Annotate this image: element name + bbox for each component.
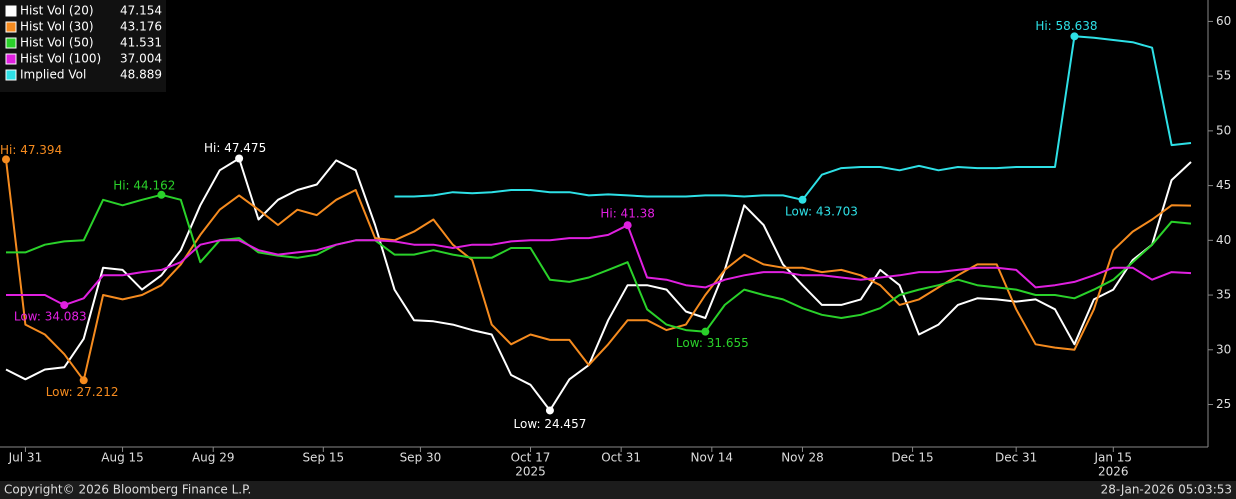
legend-swatch — [5, 5, 17, 17]
series-line — [5, 157, 1192, 412]
x-tick-label: Dec 15 — [891, 451, 933, 465]
legend-value: 37.004 — [120, 52, 162, 66]
legend-value: 47.154 — [120, 4, 162, 18]
annotation-marker — [157, 190, 166, 199]
x-tick-label: Jan 15 — [1093, 451, 1132, 465]
footer-copyright: Copyright© 2026 Bloomberg Finance L.P. — [4, 483, 251, 497]
x-tick-label: Nov 14 — [691, 451, 734, 465]
x-tick-label: Aug 29 — [192, 451, 235, 465]
annotation-label: Hi: 47.394 — [0, 143, 62, 157]
annotation-marker — [60, 301, 69, 310]
annotation-label: Low: 43.703 — [785, 204, 858, 218]
legend-value: 43.176 — [120, 20, 162, 34]
annotation-marker — [798, 195, 807, 204]
x-year-label: 2026 — [1098, 465, 1129, 479]
x-year-label: 2025 — [515, 465, 546, 479]
annotation-marker — [701, 327, 710, 336]
annotation-marker — [545, 406, 554, 415]
y-tick-label: 55 — [1216, 69, 1231, 83]
x-tick-label: Nov 28 — [781, 451, 824, 465]
x-tick-label: Aug 15 — [101, 451, 144, 465]
footer-timestamp: 28-Jan-2026 05:03:53 — [1101, 483, 1232, 497]
annotation-label: Hi: 44.162 — [113, 178, 175, 192]
annotation-label: Low: 31.655 — [676, 336, 749, 350]
annotation-marker — [1070, 32, 1079, 41]
x-tick-label: Dec 31 — [995, 451, 1037, 465]
series-line — [394, 35, 1192, 201]
annotation-label: Hi: 58.638 — [1035, 19, 1097, 33]
legend-label: Hist Vol (20) — [20, 4, 94, 18]
annotation-label: Low: 24.457 — [514, 417, 587, 431]
legend-swatch — [5, 53, 17, 65]
series-line — [5, 159, 1192, 382]
y-tick-label: 60 — [1216, 14, 1231, 28]
x-tick-label: Sep 30 — [400, 451, 442, 465]
legend-swatch — [5, 37, 17, 49]
series-line — [6, 193, 1192, 333]
legend-label: Implied Vol — [20, 68, 86, 82]
legend-label: Hist Vol (50) — [20, 36, 94, 50]
legend-value: 48.889 — [120, 68, 162, 82]
legend-value: 41.531 — [120, 36, 162, 50]
annotation-marker — [79, 376, 88, 385]
legend-box — [0, 0, 166, 92]
legend-swatch — [5, 21, 17, 33]
legend-label: Hist Vol (30) — [20, 20, 94, 34]
series-line — [6, 224, 1192, 307]
annotation-marker — [2, 155, 10, 164]
annotation-label: Low: 27.212 — [46, 385, 119, 399]
annotation-label: Low: 34.083 — [14, 310, 87, 324]
annotation-marker — [623, 221, 632, 230]
y-tick-label: 50 — [1216, 123, 1231, 137]
x-tick-label: Jul 31 — [8, 451, 43, 465]
x-tick-label: Oct 31 — [601, 451, 641, 465]
y-tick-label: 25 — [1216, 397, 1231, 411]
legend-label: Hist Vol (100) — [20, 52, 101, 66]
x-tick-label: Sep 15 — [302, 451, 344, 465]
annotation-label: Hi: 47.475 — [204, 141, 266, 155]
legend: Hist Vol (20) 47.154 Hist Vol (30) 43.176 Hi… — [0, 0, 166, 92]
legend-swatch — [5, 69, 17, 81]
annotation-marker — [235, 154, 244, 163]
footer-band — [0, 481, 1236, 499]
y-tick-label: 30 — [1216, 342, 1231, 356]
x-tick-label: Oct 17 — [511, 451, 551, 465]
y-tick-label: 35 — [1216, 288, 1231, 302]
y-tick-label: 45 — [1216, 178, 1231, 192]
y-tick-label: 40 — [1216, 233, 1231, 247]
annotation-label: Hi: 41.38 — [600, 207, 655, 221]
